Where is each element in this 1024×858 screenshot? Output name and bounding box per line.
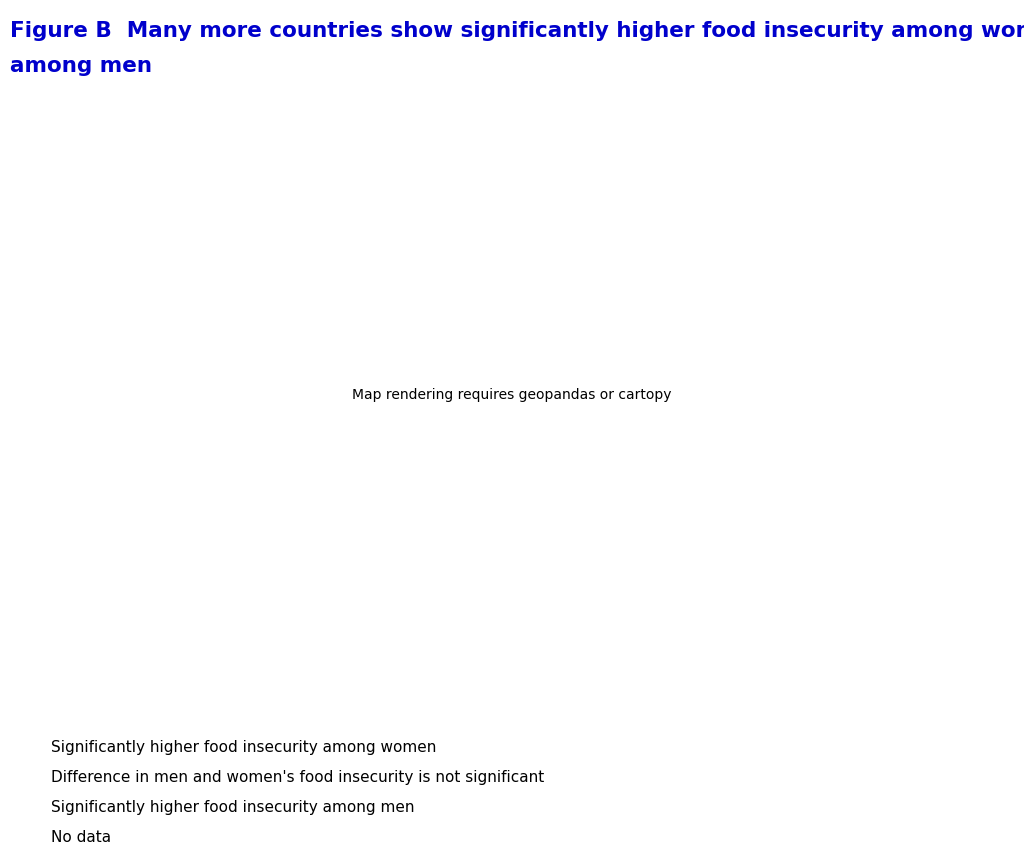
Text: Difference in men and women's food insecurity is not significant: Difference in men and women's food insec… [51, 770, 545, 785]
Text: among men: among men [10, 56, 153, 76]
Text: Significantly higher food insecurity among men: Significantly higher food insecurity amo… [51, 800, 415, 815]
Text: Significantly higher food insecurity among women: Significantly higher food insecurity amo… [51, 740, 436, 755]
Text: Figure B  Many more countries show significantly higher food insecurity among wo: Figure B Many more countries show signif… [10, 21, 1024, 41]
Text: No data: No data [51, 830, 112, 845]
Text: Map rendering requires geopandas or cartopy: Map rendering requires geopandas or cart… [352, 388, 672, 402]
